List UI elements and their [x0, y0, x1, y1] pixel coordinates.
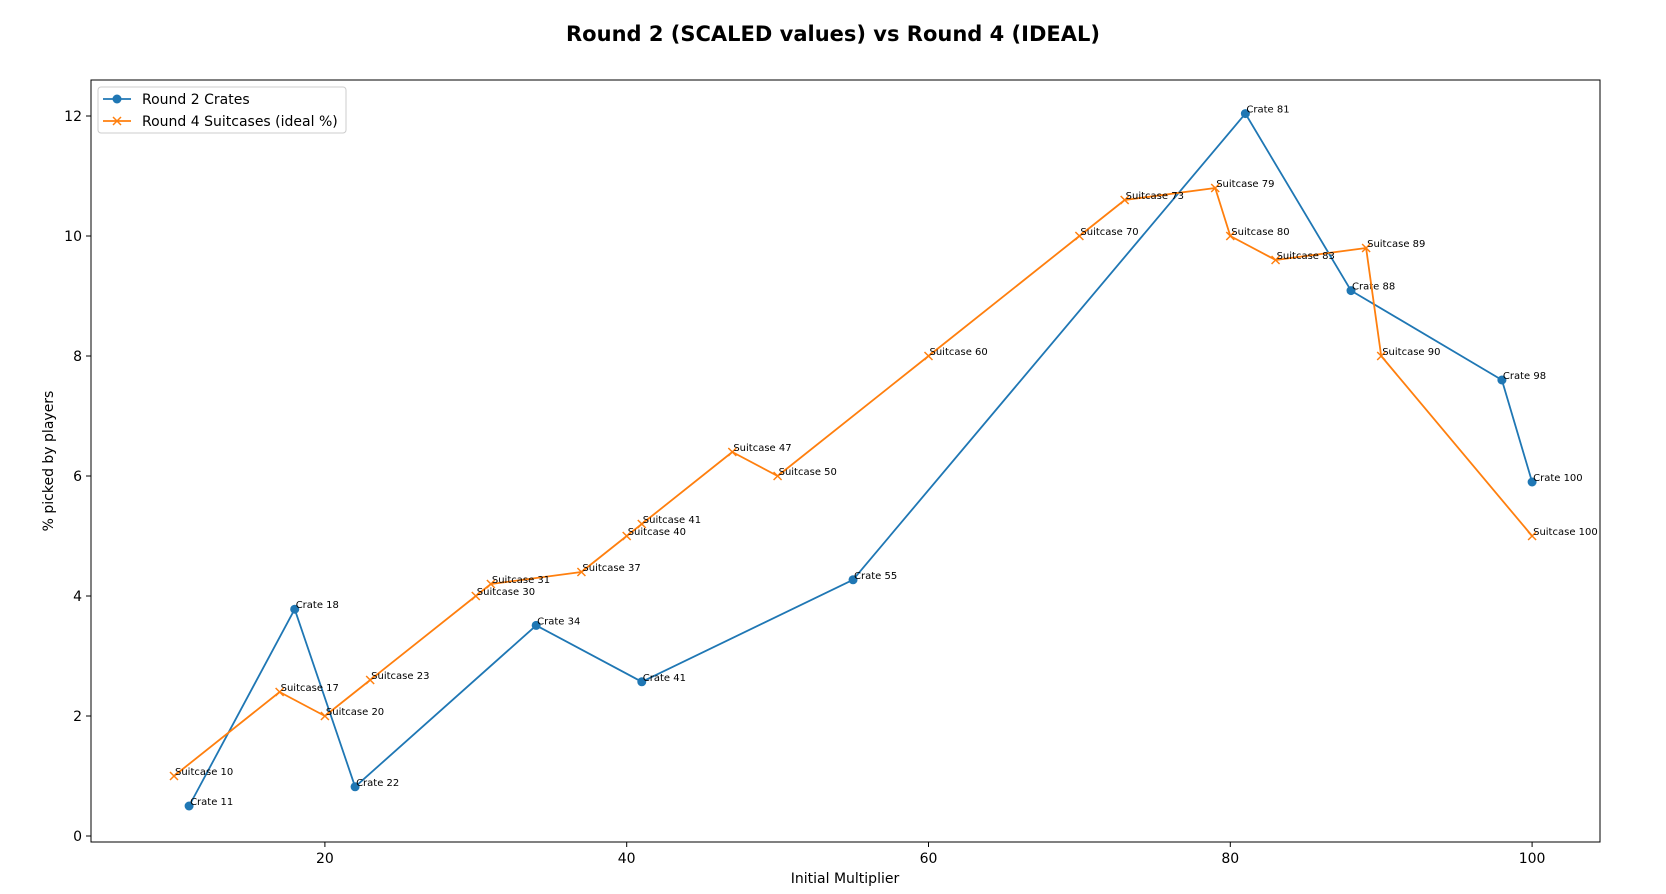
data-label: Suitcase 41 [643, 515, 701, 526]
data-point [471, 591, 481, 601]
legend-marker-suitcases [112, 116, 122, 126]
x-tick-label: 80 [1221, 851, 1239, 867]
y-tick-label: 6 [73, 469, 82, 485]
data-label: Crate 88 [1352, 282, 1395, 293]
legend-item-suitcases: Round 4 Suitcases (ideal %) [103, 114, 338, 130]
y-tick-label: 4 [73, 589, 82, 605]
data-point [169, 771, 179, 781]
y-axis: 0 2 4 6 8 10 12 [64, 109, 91, 845]
data-point [1074, 231, 1084, 241]
data-label: Suitcase 47 [733, 443, 791, 454]
data-label: Suitcase 79 [1216, 179, 1274, 190]
data-point [365, 675, 375, 685]
y-tick-label: 10 [64, 229, 82, 245]
data-point [1225, 231, 1235, 241]
data-label: Suitcase 83 [1277, 251, 1335, 262]
plot-frame [90, 79, 1601, 843]
data-label: Suitcase 73 [1126, 191, 1184, 202]
data-point [622, 531, 632, 541]
x-tick-label: 20 [316, 851, 334, 867]
data-label: Crate 55 [854, 571, 897, 582]
data-point [727, 447, 737, 457]
y-tick-label: 12 [64, 109, 82, 125]
data-label: Suitcase 20 [326, 707, 384, 718]
y-axis-label: % picked by players [41, 391, 57, 532]
data-label: Crate 81 [1246, 105, 1289, 116]
y-tick-label: 0 [73, 829, 82, 845]
data-label: Suitcase 40 [628, 527, 686, 538]
legend: Round 2 Crates Round 4 Suitcases (ideal … [97, 86, 347, 134]
data-label: Crate 18 [296, 600, 339, 611]
data-point [531, 620, 541, 630]
series-suitcases: Suitcase 10 Suitcase 17 Suitcase 20 Suitcas… [169, 179, 1598, 781]
series-crates: Crate 11 Crate 18 Crate 22 Crate 34 Crate 41… [184, 105, 1583, 811]
data-label: Suitcase 17 [281, 683, 339, 694]
data-label: Crate 41 [643, 673, 686, 684]
x-tick-label: 40 [618, 851, 636, 867]
data-point [320, 711, 330, 721]
legend-box [97, 86, 347, 134]
data-label: Crate 34 [537, 616, 580, 627]
data-point [773, 471, 783, 481]
data-point [1361, 243, 1371, 253]
data-label: Suitcase 100 [1533, 527, 1598, 538]
data-label: Suitcase 50 [779, 467, 837, 478]
legend-label-crates: Round 2 Crates [142, 92, 250, 108]
data-point [486, 579, 496, 589]
data-point [576, 567, 586, 577]
data-label: Crate 11 [190, 797, 233, 808]
data-point [637, 677, 647, 687]
series-layer: Crate 11 Crate 18 Crate 22 Crate 34 Crate 41… [169, 105, 1598, 811]
data-label: Suitcase 70 [1080, 227, 1138, 238]
data-point [1497, 375, 1507, 385]
y-tick-label: 2 [73, 709, 82, 725]
data-point [848, 575, 858, 585]
data-label: Crate 22 [356, 778, 399, 789]
series-line [173, 187, 1533, 777]
data-point [1527, 531, 1537, 541]
x-axis-label: Initial Multiplier [791, 871, 900, 887]
data-label: Suitcase 31 [492, 575, 550, 586]
data-point [290, 604, 300, 614]
chart-title: Round 2 (SCALED values) vs Round 4 (IDEA… [566, 22, 1100, 46]
data-point [923, 351, 934, 361]
data-point [184, 801, 194, 811]
legend-marker-crates [112, 94, 122, 104]
data-point [1376, 351, 1386, 361]
legend-label-suitcases: Round 4 Suitcases (ideal %) [142, 114, 338, 130]
x-tick-label: 60 [920, 851, 938, 867]
series-line [188, 112, 1533, 807]
data-label: Crate 98 [1503, 371, 1546, 382]
data-point [1210, 183, 1220, 193]
data-label: Suitcase 23 [371, 671, 429, 682]
data-point [350, 782, 360, 792]
data-point [275, 687, 285, 697]
data-point [1271, 255, 1281, 265]
data-point [1240, 109, 1250, 119]
data-label: Crate 100 [1533, 473, 1583, 484]
data-point [1346, 286, 1356, 296]
data-point [637, 519, 647, 529]
data-label: Suitcase 60 [929, 347, 987, 358]
data-label: Suitcase 80 [1231, 227, 1289, 238]
data-label: Suitcase 10 [175, 767, 233, 778]
x-tick-label: 100 [1519, 851, 1546, 867]
data-label: Suitcase 90 [1382, 347, 1440, 358]
data-label: Suitcase 30 [477, 587, 535, 598]
data-label: Suitcase 89 [1367, 239, 1425, 250]
data-point [1120, 195, 1130, 205]
x-axis: 20 40 60 80 100 [316, 842, 1545, 867]
legend-item-crates: Round 2 Crates [103, 92, 250, 108]
data-label: Suitcase 37 [582, 563, 640, 574]
data-point [1527, 477, 1537, 487]
y-tick-label: 8 [73, 349, 82, 365]
